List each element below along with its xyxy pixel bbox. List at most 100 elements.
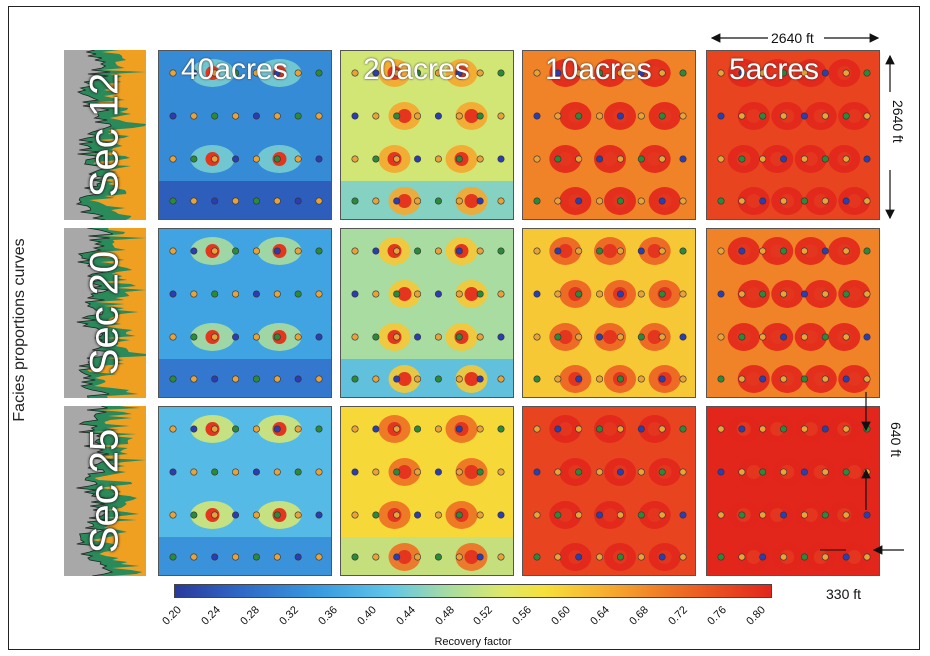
well-marker <box>294 553 302 561</box>
well-marker <box>863 375 871 383</box>
well-marker <box>759 553 767 561</box>
well-marker <box>533 468 541 476</box>
well-marker <box>232 468 240 476</box>
well-marker <box>372 112 380 120</box>
map-panel-sec12-10acres: 10acres <box>522 50 696 220</box>
well-marker <box>434 247 442 255</box>
well-marker <box>232 112 240 120</box>
well-marker <box>738 197 746 205</box>
well-marker <box>759 197 767 205</box>
well-marker <box>169 375 177 383</box>
well-marker <box>679 69 687 77</box>
recovery-hotspot-core <box>647 422 662 436</box>
recovery-hotspot-core <box>813 287 828 301</box>
well-marker <box>575 155 583 163</box>
facies-curve-line <box>75 50 112 220</box>
well-marker <box>476 468 484 476</box>
recovery-hotspot-core <box>464 109 479 123</box>
well-marker <box>863 112 871 120</box>
well-marker <box>169 468 177 476</box>
well-marker <box>780 425 788 433</box>
recovery-hotspot-core <box>803 152 818 166</box>
recovery-hotspot-core <box>603 152 617 166</box>
well-marker <box>294 247 302 255</box>
well-marker <box>575 112 583 120</box>
well-marker <box>596 197 604 205</box>
well-marker <box>476 197 484 205</box>
recovery-map <box>707 51 879 219</box>
recovery-hotspot-core <box>558 422 573 436</box>
density-label: 20acres <box>363 53 470 86</box>
recovery-hotspot-core <box>558 66 573 80</box>
recovery-map <box>341 407 513 575</box>
facies-fill-green <box>76 50 146 220</box>
recovery-hotspot-core <box>770 330 785 344</box>
recovery-hotspot-core <box>397 372 412 386</box>
well-marker <box>717 425 725 433</box>
well-marker <box>738 247 746 255</box>
well-marker <box>434 511 442 519</box>
recovery-hotspot-core <box>558 244 573 258</box>
well-marker <box>169 112 177 120</box>
well-marker <box>372 290 380 298</box>
well-marker <box>211 197 219 205</box>
well-marker <box>759 468 767 476</box>
well-marker <box>717 375 725 383</box>
well-marker <box>616 511 624 519</box>
well-marker <box>476 553 484 561</box>
well-marker <box>497 468 505 476</box>
recovery-hotspot-core <box>770 66 785 80</box>
well-marker <box>842 197 850 205</box>
well-marker <box>497 375 505 383</box>
well-marker <box>393 247 401 255</box>
facies-curve-line <box>76 228 113 398</box>
map-panel-sec20-10acres <box>522 228 696 398</box>
well-marker <box>315 425 323 433</box>
well-marker <box>294 425 302 433</box>
well-marker <box>434 69 442 77</box>
well-marker <box>294 155 302 163</box>
well-marker <box>476 155 484 163</box>
well-marker <box>717 197 725 205</box>
well-marker <box>476 69 484 77</box>
recovery-map <box>159 229 331 397</box>
recovery-hotspot-core <box>780 372 795 386</box>
recovery-hotspot-core <box>803 330 818 344</box>
well-marker <box>738 468 746 476</box>
well-marker <box>414 553 422 561</box>
recovery-hotspot-core <box>847 109 862 123</box>
facies-fill-green <box>76 228 146 398</box>
well-marker <box>273 425 281 433</box>
well-marker <box>821 69 829 77</box>
recovery-hotspot-core <box>603 330 617 344</box>
recovery-hotspot-core <box>558 330 573 344</box>
well-marker <box>821 247 829 255</box>
well-marker <box>863 511 871 519</box>
well-marker <box>800 333 808 341</box>
well-marker <box>821 155 829 163</box>
well-marker <box>252 553 260 561</box>
well-marker <box>596 468 604 476</box>
well-marker <box>414 155 422 163</box>
well-marker <box>232 247 240 255</box>
well-marker <box>211 511 219 519</box>
well-marker <box>211 112 219 120</box>
well-marker <box>190 425 198 433</box>
well-marker <box>554 511 562 519</box>
well-marker <box>351 468 359 476</box>
well-marker <box>476 375 484 383</box>
recovery-map <box>523 407 695 575</box>
well-marker <box>232 333 240 341</box>
well-marker <box>658 69 666 77</box>
well-marker <box>414 375 422 383</box>
well-marker <box>351 69 359 77</box>
well-marker <box>717 468 725 476</box>
map-low-band <box>159 537 331 575</box>
density-label: 5acres <box>729 53 820 86</box>
well-marker <box>863 197 871 205</box>
well-marker <box>273 468 281 476</box>
well-marker <box>294 468 302 476</box>
well-marker <box>315 375 323 383</box>
facies-strip-sec20: Sec 20 <box>64 228 146 398</box>
map-panel-sec25-10acres <box>522 406 696 576</box>
